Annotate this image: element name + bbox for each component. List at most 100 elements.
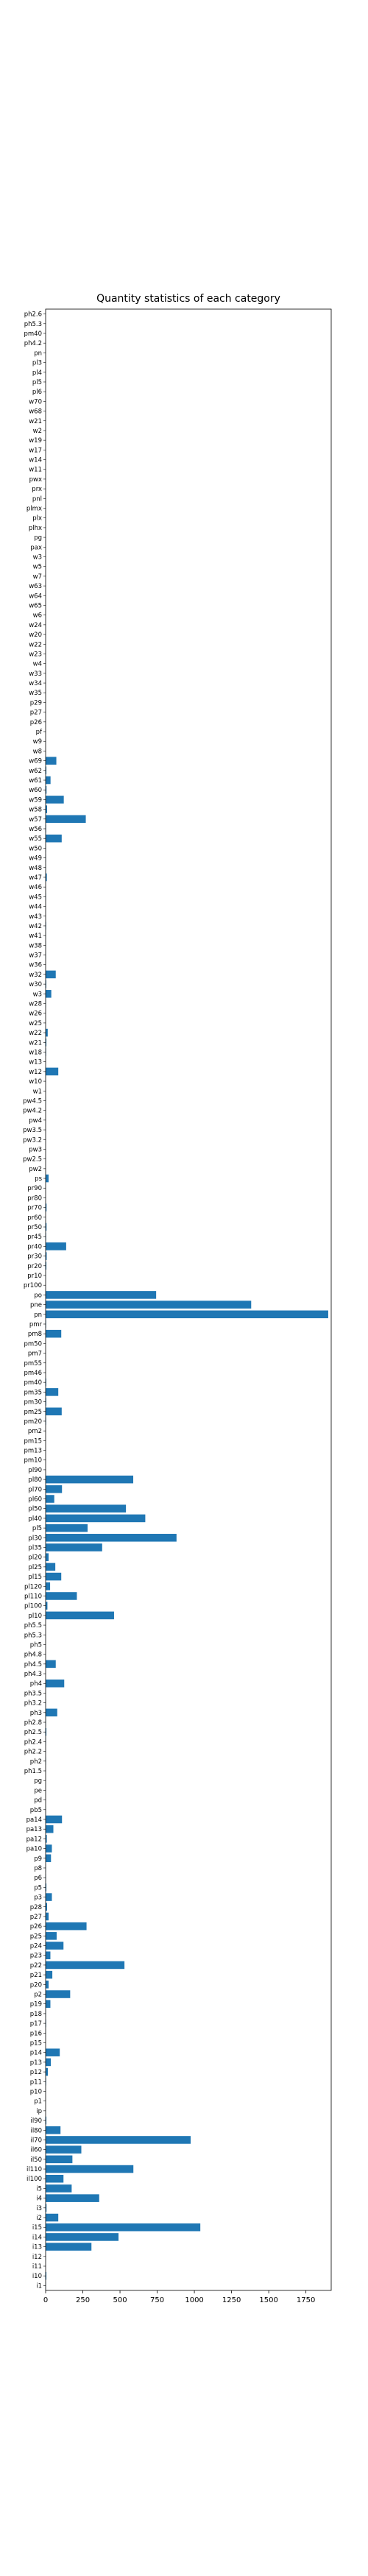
bar-p14	[46, 2048, 60, 2056]
category-label: plmx	[26, 506, 42, 513]
category-label: w59	[29, 796, 42, 804]
x-tick-label: 1250	[222, 2296, 241, 2304]
category-label: pl70	[28, 1486, 42, 1493]
category-label: ph5.5	[24, 1622, 42, 1630]
bar-pl5	[46, 1524, 88, 1532]
bar-il60	[46, 2145, 82, 2154]
category-label: w32	[29, 972, 42, 979]
category-label: p3	[34, 1894, 42, 1902]
category-label: pmr	[29, 1321, 43, 1328]
category-label: w45	[29, 894, 42, 901]
bar-pa10	[46, 1844, 52, 1853]
bar-w69	[46, 757, 57, 765]
category-label: pa13	[26, 1826, 42, 1833]
bar-w47	[46, 873, 47, 882]
bar-w57	[46, 815, 86, 824]
category-label: pl100	[24, 1603, 42, 1610]
category-label: pw4.5	[23, 1097, 42, 1105]
category-label: pm40	[24, 330, 43, 338]
category-label: pm40	[24, 1379, 43, 1387]
category-label: w42	[29, 923, 42, 930]
bar-pl70	[46, 1485, 63, 1493]
category-label: w56	[29, 826, 42, 833]
category-label: w70	[29, 398, 42, 406]
category-label: p9	[34, 1855, 42, 1863]
category-label: p23	[30, 1953, 42, 1960]
category-label: w37	[29, 952, 42, 960]
category-label: po	[34, 1292, 42, 1299]
category-label: pl40	[28, 1515, 42, 1523]
category-label: pf	[36, 729, 43, 736]
x-tick-label: 0	[43, 2296, 48, 2304]
bar-i14	[46, 2233, 119, 2241]
bar-pl15	[46, 1572, 62, 1581]
category-label: ph2.6	[24, 311, 42, 319]
category-label: w68	[29, 408, 42, 416]
category-label: pl110	[24, 1593, 42, 1600]
category-label: pw4	[29, 1117, 42, 1125]
category-label: pl6	[32, 389, 42, 396]
category-label: i12	[32, 2254, 42, 2261]
bar-pl50	[46, 1504, 127, 1512]
category-label: pm13	[24, 1448, 43, 1455]
bar-w61	[46, 776, 51, 785]
category-label: w48	[29, 865, 42, 872]
category-label: il50	[30, 2156, 42, 2164]
category-label: w38	[29, 942, 42, 949]
category-label: pl50	[28, 1506, 42, 1513]
category-label: ph5	[30, 1641, 42, 1649]
category-label: pax	[30, 544, 42, 551]
category-label: w36	[29, 962, 42, 969]
category-label: plx	[32, 515, 42, 523]
category-label: w47	[29, 874, 42, 882]
category-label: p21	[30, 1972, 42, 1979]
category-label: w5	[33, 564, 42, 571]
category-label: w4	[33, 661, 42, 668]
bar-p22	[46, 1961, 125, 1970]
category-label: p28	[30, 1904, 42, 1911]
bar-w12	[46, 1067, 59, 1076]
category-label: ph2.8	[24, 1719, 42, 1727]
category-label: ph5.3	[24, 321, 42, 328]
category-label: pr100	[24, 1282, 42, 1289]
category-label: pg	[34, 534, 42, 542]
category-label: pr45	[27, 1234, 42, 1241]
category-label: i1	[36, 2282, 42, 2290]
category-label: w35	[29, 690, 42, 697]
category-label: i2	[36, 2215, 42, 2222]
bar-ph4	[46, 1679, 65, 1688]
category-label: ph3.2	[24, 1700, 42, 1708]
category-label: il110	[26, 2166, 42, 2173]
category-label: p17	[30, 2020, 42, 2028]
category-label: pl4	[32, 369, 42, 377]
category-label: w2	[33, 428, 42, 435]
category-label: p22	[30, 1962, 42, 1970]
category-label: i15	[32, 2224, 42, 2232]
category-label: p11	[30, 2078, 42, 2086]
plot-frame	[45, 308, 332, 2291]
category-label: pm15	[24, 1437, 43, 1445]
category-label: w34	[29, 680, 42, 687]
category-label: pnl	[32, 495, 42, 503]
category-label: p27	[30, 1914, 42, 1921]
category-label: pr20	[27, 1263, 42, 1270]
category-label: pl3	[32, 360, 42, 367]
category-label: w55	[29, 835, 42, 843]
x-tick-label: 750	[150, 2296, 164, 2304]
category-label: i5	[36, 2185, 42, 2193]
category-label: il60	[30, 2147, 42, 2154]
category-label: w62	[29, 768, 42, 775]
category-label: p26	[30, 719, 42, 726]
category-label: pm35	[24, 1389, 43, 1396]
category-label: w58	[29, 807, 42, 814]
category-label: pl5	[32, 379, 42, 386]
bar-w59	[46, 796, 64, 804]
category-label: pg	[34, 1777, 42, 1785]
category-label: pa10	[26, 1846, 42, 1853]
category-label: w11	[29, 467, 42, 474]
bar-pn	[46, 1310, 328, 1319]
category-label: ph2	[30, 1758, 42, 1766]
bar-pa14	[46, 1815, 63, 1824]
category-label: p10	[30, 2088, 42, 2095]
category-label: ph4	[30, 1680, 42, 1688]
